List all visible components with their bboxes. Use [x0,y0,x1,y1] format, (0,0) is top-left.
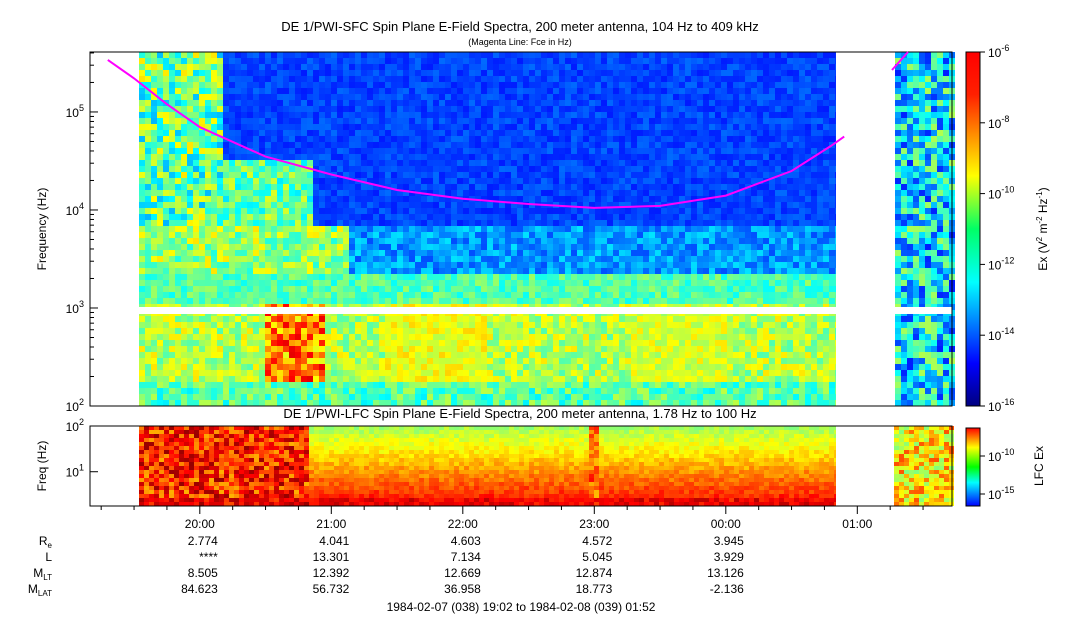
y-tick-label: 105 [66,103,84,120]
upper-spectrogram [90,52,955,406]
ephemeris-value: 4.603 [451,534,481,548]
ephemeris-value: 12.669 [444,566,481,580]
data-gap [836,52,890,406]
ephemeris-row-label: MLT [33,566,52,582]
ephemeris-value: 56.732 [313,582,350,596]
x-tick-label: 23:00 [579,517,609,531]
colorbar-tick-label: 10-8 [988,114,1009,131]
colorbar-tick-label: 10-16 [988,397,1014,414]
lower-colorbar [965,427,981,507]
ephemeris-value: 13.126 [707,566,744,580]
colorbar-tick-label: 10-6 [988,43,1009,60]
y-tick-label: 104 [66,201,84,218]
ephemeris-value: **** [199,550,218,564]
x-tick-label: 22:00 [448,517,478,531]
ephemeris-value: 3.929 [714,550,744,564]
colorbar-tick-label: 10-10 [988,185,1014,202]
ephemeris-value: 4.041 [319,534,349,548]
ephemeris-row-label: Re [39,534,53,550]
lower-ylabel: Freq (Hz) [35,441,49,492]
data-gap [90,426,139,506]
ephemeris-row-label: MLAT [28,582,52,598]
fce-line-segment [891,51,909,71]
x-tick-label: 21:00 [316,517,346,531]
ephemeris-value: 13.301 [313,550,350,564]
y-tick-label: 101 [66,463,84,480]
upper-colorbar-ticks: 10-6 10-8 10-10 10-12 10-14 10-16 [980,43,1014,414]
fce-line [107,59,845,209]
data-gap [90,52,139,406]
ephemeris-value: 2.774 [188,534,218,548]
colorbar-tick-label: 10-14 [988,326,1014,343]
ephemeris-value: 3.945 [714,534,744,548]
ephemeris-value: -2.136 [710,582,744,596]
lower-title: DE 1/PWI-LFC Spin Plane E-Field Spectra,… [283,406,756,421]
x-tick-label: 20:00 [185,517,215,531]
lower-y-axis: 101 102 [66,417,98,480]
y-tick-label: 102 [66,417,84,434]
upper-colorbar-label: Ex (V2 m-2 Hz-1) [1035,187,1050,270]
upper-title: DE 1/PWI-SFC Spin Plane E-Field Spectra,… [281,19,759,34]
upper-y-axis: 102 103 104 105 [66,52,98,414]
lower-colorbar-ticks: 10-10 10-15 [980,447,1014,502]
colorbar-tick-label: 10-10 [988,447,1014,464]
data-gap [139,306,952,314]
colorbar-tick-label: 10-15 [988,485,1014,502]
upper-subtitle: (Magenta Line: Fce in Hz) [468,37,572,47]
lower-plot-frame [89,425,953,507]
lower-spectrogram [90,426,954,506]
ephemeris-table: Re 2.774 4.041 4.603 4.572 3.945 L **** 13.301 7.… [28,534,744,598]
ephemeris-row-label: L [45,550,52,564]
upper-plot-frame [89,51,953,407]
colorbar-tick-label: 10-12 [988,255,1014,272]
upper-ylabel: Frequency (Hz) [35,188,49,271]
lower-colorbar-label: LFC Ex [1032,446,1046,486]
ephemeris-value: 12.392 [313,566,350,580]
ephemeris-value: 84.623 [181,582,218,596]
ephemeris-value: 36.958 [444,582,481,596]
time-range-label: 1984-02-07 (038) 19:02 to 1984-02-08 (03… [387,600,656,614]
ephemeris-value: 7.134 [451,550,481,564]
ephemeris-value: 8.505 [188,566,218,580]
y-tick-label: 102 [66,397,84,414]
x-tick-label: 00:00 [711,517,741,531]
time-axis: 20:00 21:00 22:00 23:00 00:00 01:00 [100,506,924,531]
ephemeris-value: 18.773 [576,582,613,596]
ephemeris-value: 12.874 [576,566,613,580]
ephemeris-value: 5.045 [582,550,612,564]
data-gap [836,426,890,506]
y-tick-label: 103 [66,299,84,316]
upper-colorbar [965,51,981,407]
x-tick-label: 01:00 [842,517,872,531]
ephemeris-value: 4.572 [582,534,612,548]
